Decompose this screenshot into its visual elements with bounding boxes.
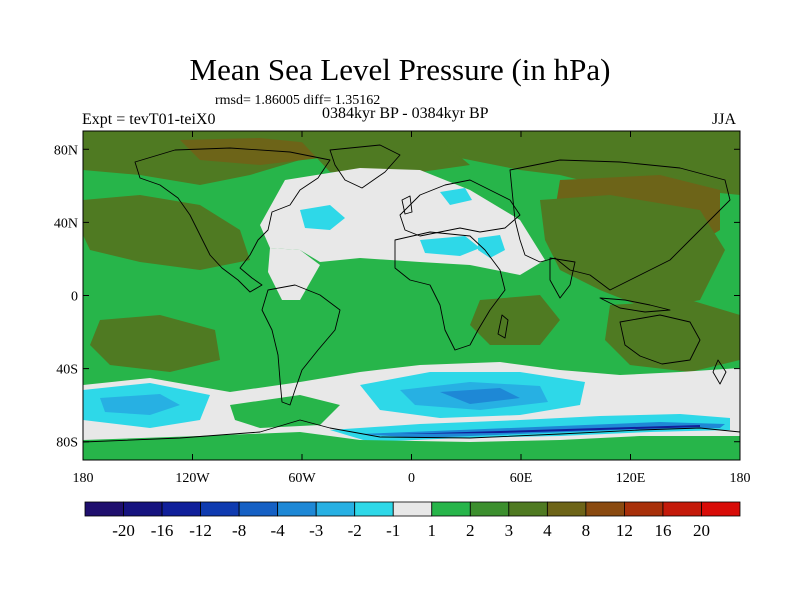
colorbar-swatch bbox=[546, 501, 587, 517]
colorbar-label: -4 bbox=[271, 521, 286, 540]
lon-tick-label: 60W bbox=[288, 471, 316, 486]
field-olive-arctic bbox=[180, 138, 330, 165]
lon-tick-label: 180 bbox=[73, 471, 94, 486]
coast-new-zealand bbox=[712, 359, 727, 385]
colorbar-swatch bbox=[238, 501, 279, 517]
lon-tick-label: 0 bbox=[408, 471, 415, 486]
latitude-axis: 80N 40N 0 40S 80S bbox=[54, 143, 740, 451]
colorbar-label: -8 bbox=[232, 521, 246, 540]
colorbar-swatch bbox=[431, 501, 471, 517]
field-green-antarctica bbox=[83, 432, 740, 460]
colorbar-swatch bbox=[315, 501, 356, 517]
field-green-west-antarctic bbox=[230, 395, 340, 428]
colorbar-label: 3 bbox=[505, 521, 514, 540]
coastlines bbox=[83, 144, 740, 443]
field-dark-green-indian bbox=[470, 295, 560, 345]
lat-tick-label: 40N bbox=[54, 216, 78, 231]
colorbar-swatch bbox=[701, 501, 741, 517]
colorbar-swatch bbox=[624, 501, 664, 517]
colorbar-swatch bbox=[354, 501, 394, 517]
colorbar-swatch bbox=[508, 501, 548, 517]
colorbar-swatch bbox=[161, 501, 201, 517]
longitude-axis: 180 120W 60W 0 60E 120E 180 bbox=[73, 131, 751, 486]
lon-tick-label: 120E bbox=[616, 471, 646, 486]
colorbar-swatch bbox=[123, 501, 163, 517]
colorbar-label: 2 bbox=[466, 521, 475, 540]
coast-africa bbox=[394, 231, 506, 351]
coast-antarctica bbox=[83, 419, 740, 443]
colorbar-swatch bbox=[392, 501, 433, 517]
field-cyan-scandinavia bbox=[440, 188, 472, 205]
coast-north-america bbox=[134, 147, 331, 293]
field-cyan-middle-east bbox=[478, 235, 505, 258]
lat-tick-label: 40S bbox=[56, 363, 78, 378]
lon-tick-label: 180 bbox=[730, 471, 751, 486]
coast-india bbox=[549, 257, 576, 299]
colorbar-label: 20 bbox=[693, 521, 710, 540]
stats-text: rmsd= 1.86005 diff= 1.35162 bbox=[215, 93, 381, 108]
lat-tick-label: 80S bbox=[56, 436, 78, 451]
colorbar: -20 -16 -12 -8 -4 -3 -2 -1 1 2 3 4 8 12 16 20 bbox=[84, 501, 741, 540]
colorbar-swatch bbox=[469, 501, 510, 517]
map-panel bbox=[83, 131, 740, 460]
coast-uk bbox=[401, 195, 413, 215]
lon-tick-label: 120W bbox=[175, 471, 210, 486]
field-cyan-north-atlantic bbox=[300, 205, 345, 230]
season-label: JJA bbox=[712, 111, 737, 128]
coast-south-america bbox=[261, 284, 341, 406]
colorbar-label: -1 bbox=[386, 521, 400, 540]
colorbar-label: -2 bbox=[348, 521, 362, 540]
colorbar-label: 12 bbox=[616, 521, 633, 540]
field-dark-green-south-pacific bbox=[90, 315, 220, 372]
colorbar-label: 8 bbox=[582, 521, 591, 540]
colorbar-label: -3 bbox=[309, 521, 323, 540]
colorbar-swatch bbox=[277, 501, 317, 517]
field-dark-green-asia bbox=[540, 195, 725, 310]
coast-madagascar bbox=[497, 314, 509, 339]
coast-greenland bbox=[329, 144, 401, 189]
field-dark-green-australia bbox=[605, 300, 740, 372]
colorbar-label: 16 bbox=[654, 521, 671, 540]
coast-australia bbox=[619, 314, 701, 365]
colorbar-swatch bbox=[200, 501, 240, 517]
colorbar-label: -12 bbox=[189, 521, 212, 540]
colorbar-label: -16 bbox=[151, 521, 174, 540]
field-lightblue-south-pacific bbox=[100, 394, 180, 415]
coast-europe bbox=[399, 179, 521, 237]
coast-asia bbox=[509, 159, 731, 291]
field-cyan-mediterranean bbox=[420, 236, 480, 256]
period-label: 0384kyr BP - 0384kyr BP bbox=[322, 105, 489, 122]
experiment-label: Expt = tevT01-teiX0 bbox=[82, 111, 216, 128]
plot-title: Mean Sea Level Pressure (in hPa) bbox=[189, 52, 611, 87]
field-white-atlantic-tropics bbox=[268, 248, 320, 300]
colorbar-label: -20 bbox=[112, 521, 135, 540]
field-navy-antarctic-coast bbox=[400, 425, 700, 434]
lat-tick-label: 80N bbox=[54, 143, 78, 158]
lat-tick-label: 0 bbox=[71, 290, 78, 305]
colorbar-swatch bbox=[84, 501, 124, 517]
colorbar-swatch bbox=[585, 501, 625, 517]
coast-indonesia bbox=[599, 297, 671, 313]
colorbar-swatch bbox=[662, 501, 702, 517]
colorbar-label: 4 bbox=[543, 521, 552, 540]
colorbar-label: 1 bbox=[428, 521, 437, 540]
field-blue-south-indian bbox=[440, 388, 520, 404]
lon-tick-label: 60E bbox=[510, 471, 533, 486]
